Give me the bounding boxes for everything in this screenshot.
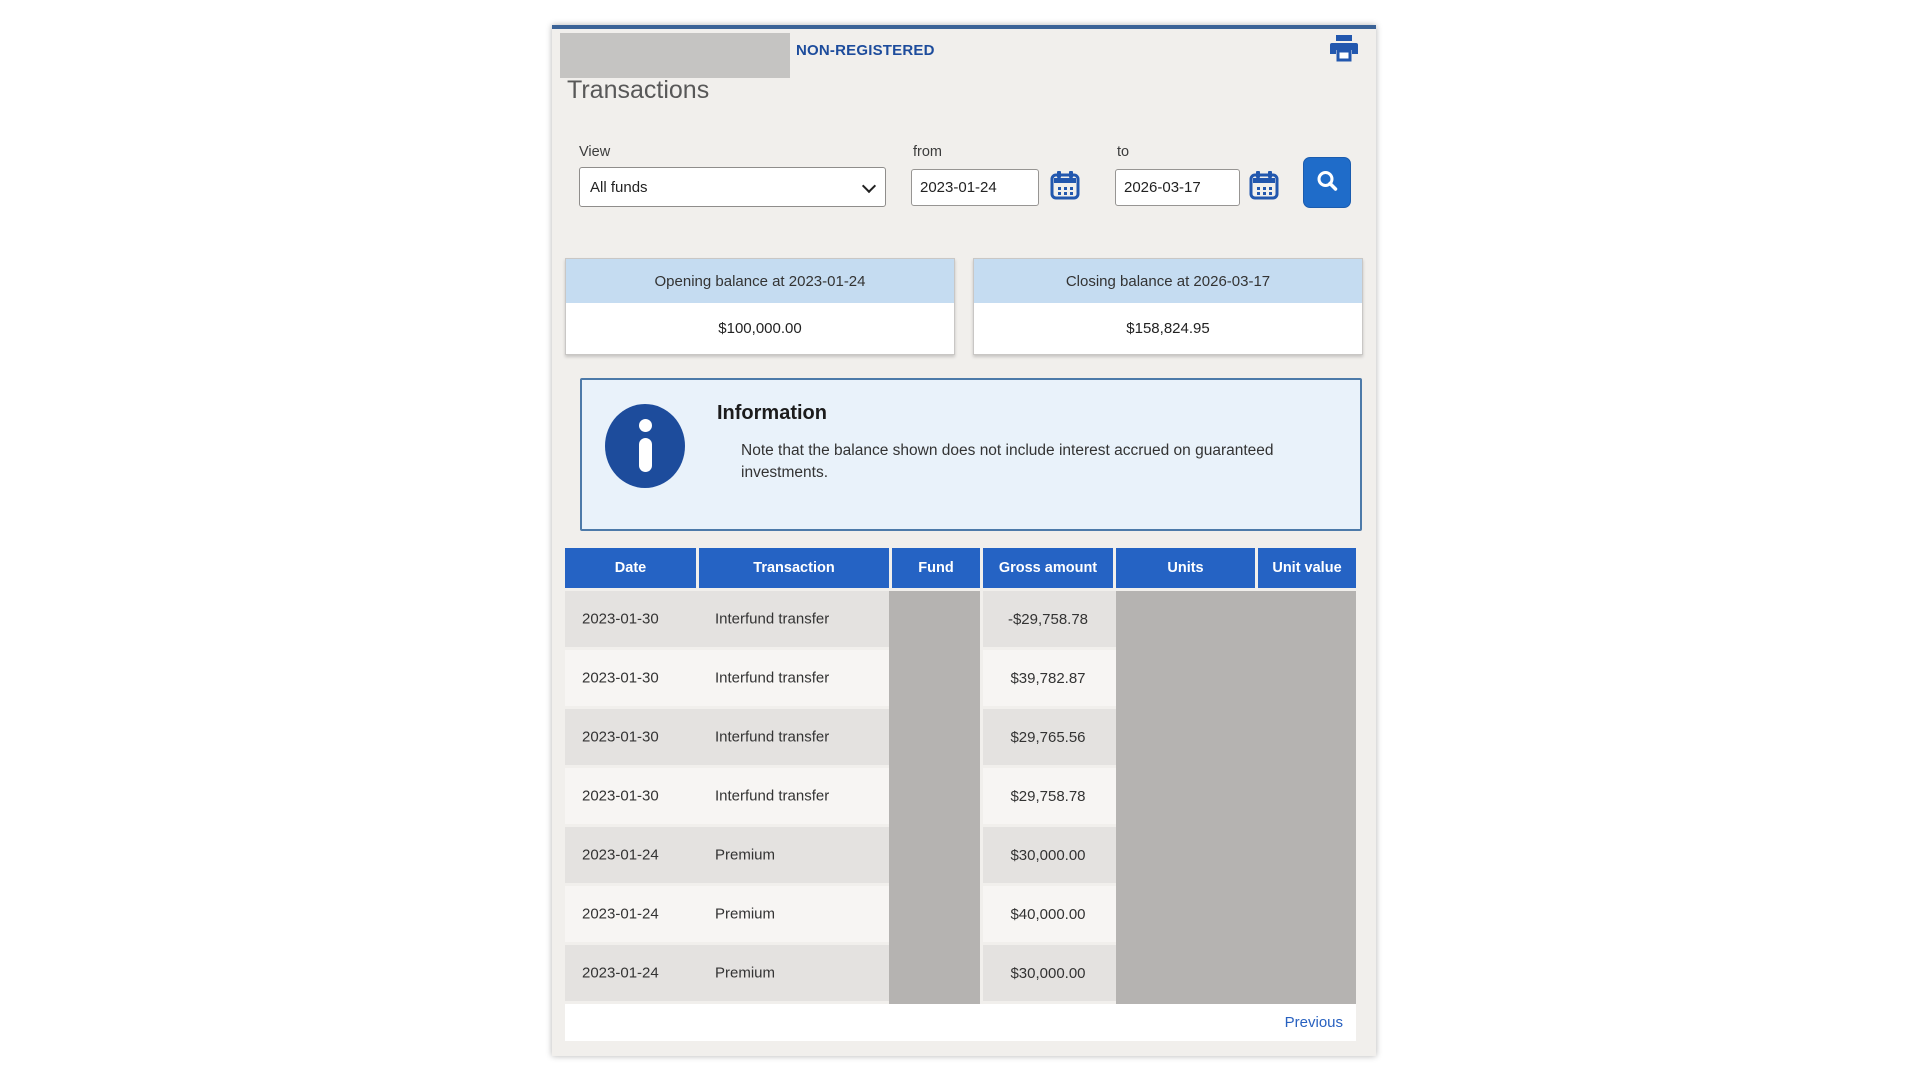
column-header-fund: Fund bbox=[892, 548, 980, 588]
table-footer: Previous bbox=[565, 1004, 1356, 1041]
table-header: Date Transaction Fund Gross amount Units… bbox=[565, 548, 1356, 588]
print-button[interactable] bbox=[1328, 35, 1360, 65]
row-transaction: Interfund transfer bbox=[715, 610, 830, 628]
row-gross-amount: $30,000.00 bbox=[983, 945, 1113, 1001]
column-header-transaction: Transaction bbox=[699, 548, 889, 588]
row-gross-amount: $39,782.87 bbox=[983, 650, 1113, 706]
page-title: Transactions bbox=[567, 76, 710, 104]
redacted-units-columns bbox=[1116, 591, 1356, 1004]
to-label: to bbox=[1117, 144, 1130, 160]
opening-balance-value: $100,000.00 bbox=[718, 320, 802, 337]
information-box: Information Note that the balance shown … bbox=[580, 378, 1362, 531]
plan-type-label: NON-REGISTERED bbox=[796, 42, 935, 59]
calendar-icon bbox=[1249, 171, 1279, 203]
row-gross-amount: $29,758.78 bbox=[983, 768, 1113, 824]
printer-icon bbox=[1329, 35, 1359, 65]
opening-balance-label: Opening balance at 2023-01-24 bbox=[566, 259, 954, 303]
column-header-date: Date bbox=[565, 548, 696, 588]
to-date-input[interactable] bbox=[1115, 169, 1240, 206]
row-gross-amount: $30,000.00 bbox=[983, 827, 1113, 883]
column-header-gross-amount: Gross amount bbox=[983, 548, 1113, 588]
row-date: 2023-01-30 bbox=[582, 610, 659, 628]
from-calendar-button[interactable] bbox=[1049, 171, 1081, 202]
view-label: View bbox=[579, 144, 611, 160]
calendar-icon bbox=[1050, 171, 1080, 203]
row-gross-amount: $40,000.00 bbox=[983, 886, 1113, 942]
row-date: 2023-01-30 bbox=[582, 669, 659, 687]
previous-page-link[interactable]: Previous bbox=[1284, 1014, 1343, 1031]
row-gross-amount: $29,765.56 bbox=[983, 709, 1113, 765]
search-button[interactable] bbox=[1303, 157, 1351, 208]
row-transaction: Interfund transfer bbox=[715, 787, 830, 805]
from-date-input[interactable] bbox=[911, 169, 1039, 206]
transactions-panel: NON-REGISTERED Transactions View All fun… bbox=[552, 25, 1376, 1056]
transactions-table: Date Transaction Fund Gross amount Units… bbox=[565, 548, 1356, 1041]
table-body: 2023-01-30 Interfund transfer -$29,758.7… bbox=[565, 591, 1356, 1004]
row-transaction: Interfund transfer bbox=[715, 669, 830, 687]
search-icon bbox=[1314, 168, 1341, 198]
opening-balance-card: Opening balance at 2023-01-24 $100,000.0… bbox=[565, 258, 955, 355]
closing-balance-value: $158,824.95 bbox=[1126, 320, 1210, 337]
row-date: 2023-01-30 bbox=[582, 787, 659, 805]
to-calendar-button[interactable] bbox=[1248, 171, 1280, 202]
view-select[interactable]: All funds bbox=[579, 167, 886, 207]
row-date: 2023-01-24 bbox=[582, 964, 659, 982]
row-date: 2023-01-24 bbox=[582, 846, 659, 864]
info-icon bbox=[605, 404, 685, 488]
closing-balance-label: Closing balance at 2026-03-17 bbox=[974, 259, 1362, 303]
row-transaction: Premium bbox=[715, 964, 776, 982]
row-transaction: Interfund transfer bbox=[715, 728, 830, 746]
row-gross-amount: -$29,758.78 bbox=[983, 591, 1113, 647]
column-header-unit-value: Unit value bbox=[1258, 548, 1356, 588]
closing-balance-card: Closing balance at 2026-03-17 $158,824.9… bbox=[973, 258, 1363, 355]
row-transaction: Premium bbox=[715, 846, 776, 864]
redacted-account-info bbox=[560, 33, 790, 78]
column-header-units: Units bbox=[1116, 548, 1255, 588]
information-title: Information bbox=[717, 402, 827, 424]
redacted-fund-column bbox=[889, 591, 980, 1004]
from-label: from bbox=[913, 144, 942, 160]
row-date: 2023-01-30 bbox=[582, 728, 659, 746]
row-date: 2023-01-24 bbox=[582, 905, 659, 923]
row-transaction: Premium bbox=[715, 905, 776, 923]
information-body: Note that the balance shown does not inc… bbox=[741, 442, 1274, 482]
